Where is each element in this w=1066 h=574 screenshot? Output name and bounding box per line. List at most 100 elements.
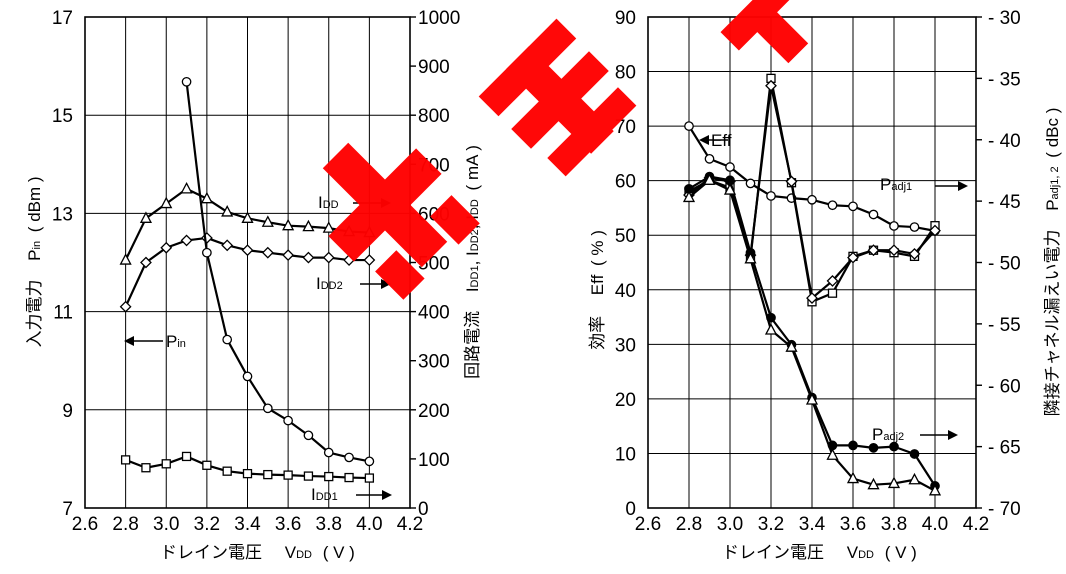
- annotation-padj2: Padj2: [872, 425, 958, 444]
- point-padj2_a: [889, 441, 899, 452]
- y-tick-label: 20: [615, 390, 636, 411]
- point-idd: [160, 196, 173, 209]
- point-idd2: [262, 403, 273, 414]
- point-eff: [889, 221, 899, 231]
- point-idd2: [181, 76, 192, 87]
- point-idd: [282, 218, 295, 231]
- right-y-tick-label: - 50: [988, 254, 1021, 275]
- left-y-axis-title: 入力電力 Pin ( dBm ): [25, 176, 44, 347]
- right-y-tick-label: 200: [418, 401, 450, 422]
- point-idd1: [222, 466, 232, 476]
- point-idd2: [323, 447, 334, 458]
- x-tick-label: 4.0: [922, 514, 948, 535]
- annotation-padj1: Padj1: [880, 175, 968, 194]
- point-eff: [745, 178, 756, 189]
- point-padj1_a: [827, 288, 838, 298]
- point-idd: [241, 211, 254, 223]
- point-idd1: [303, 471, 314, 481]
- point-pin: [200, 232, 213, 244]
- point-idd: [119, 253, 132, 265]
- point-padj2_b: [908, 472, 921, 485]
- point-idd: [302, 219, 315, 232]
- right-y-ticks: 0 10 20 30 40 50 60 70 80 90: [615, 8, 636, 520]
- left-y-ticks: 7 9 11 13 15 17: [52, 8, 73, 520]
- y-tick-label: 17: [52, 8, 73, 29]
- y-tick-label: 50: [615, 226, 636, 247]
- y-tick-label: 30: [615, 335, 636, 356]
- point-padj2_b: [764, 323, 778, 335]
- x-tick-label: 2.6: [635, 514, 661, 535]
- annotation-idd2: IDD2: [316, 274, 391, 293]
- point-padj2_a: [848, 440, 858, 451]
- point-pin: [140, 256, 152, 269]
- x-tick-label: 3.2: [194, 514, 220, 535]
- right-right-ticks: - 70 - 65 - 60 - 55 - 50 - 45 - 40 - 35 - 30: [976, 8, 1021, 520]
- point-pin: [363, 254, 376, 266]
- x-tick-label: 3.0: [717, 514, 743, 535]
- right-right-axis-title: 隣接チャネル漏えい電力 Padj1, 2 ( dBc ): [1043, 108, 1062, 417]
- right-y-tick-label: - 55: [988, 315, 1021, 336]
- annotation-pin: Pin: [124, 332, 186, 351]
- point-padj1_b: [908, 247, 921, 260]
- x-tick-label: 3.2: [758, 514, 784, 535]
- x-tick-label: 4.2: [963, 514, 989, 535]
- point-idd1: [161, 459, 171, 469]
- point-eff: [684, 121, 694, 131]
- point-idd2: [283, 415, 293, 426]
- y-tick-label: 70: [615, 117, 636, 138]
- point-eff: [868, 209, 879, 220]
- right-y-tick-label: - 45: [988, 192, 1021, 213]
- x-tick-label: 2.8: [112, 514, 138, 535]
- y-tick-label: 7: [62, 499, 73, 520]
- left-x-axis-title: ドレイン電圧 VDD ( V ): [160, 543, 355, 562]
- point-idd1: [324, 471, 334, 482]
- right-y-tick-label: 300: [418, 352, 450, 373]
- svg-text:IDD1: IDD1: [311, 485, 338, 504]
- right-y-tick-label: 900: [418, 57, 450, 78]
- point-padj2_a: [868, 443, 879, 453]
- x-tick-label: 2.6: [72, 514, 98, 535]
- right-y-tick-label: 1000: [418, 8, 460, 29]
- point-pin: [282, 249, 295, 262]
- point-idd: [261, 215, 274, 227]
- point-padj1_b: [765, 79, 777, 92]
- svg-text:IDD2: IDD2: [316, 274, 343, 293]
- x-tick-label: 3.8: [881, 514, 907, 535]
- point-idd1: [283, 470, 293, 480]
- y-tick-label: 40: [615, 281, 636, 302]
- point-eff: [725, 162, 735, 172]
- point-padj2_b: [723, 183, 737, 195]
- right-x-ticks: 2.6 2.8 3.0 3.2 3.4 3.6 3.8 4.0 4.2: [635, 514, 989, 535]
- point-padj2_b: [744, 251, 757, 264]
- point-idd1: [120, 455, 131, 465]
- x-tick-label: 3.4: [234, 514, 261, 535]
- point-idd1: [263, 469, 273, 480]
- point-padj2_b: [703, 173, 716, 185]
- point-padj2_b: [826, 448, 839, 460]
- point-padj1_b: [785, 175, 798, 188]
- point-idd: [180, 181, 193, 194]
- annotation-eff: Eff: [699, 131, 732, 150]
- point-padj1_b: [826, 274, 839, 287]
- point-padj2_b: [682, 190, 696, 203]
- x-tick-label: 2.8: [676, 514, 702, 535]
- svg-text:IDD: IDD: [318, 193, 339, 212]
- right-x-axis-title: ドレイン電圧 VDD ( V ): [722, 543, 917, 562]
- x-tick-label: 4.2: [397, 514, 423, 535]
- x-tick-label: 3.6: [840, 514, 866, 535]
- point-eff: [704, 153, 715, 164]
- point-pin: [241, 244, 254, 257]
- watermark: [322, 0, 809, 300]
- point-idd1: [202, 460, 212, 470]
- x-tick-label: 3.8: [316, 514, 342, 535]
- left-grid: [84, 16, 411, 509]
- y-tick-label: 9: [62, 401, 73, 422]
- y-tick-label: 60: [615, 172, 636, 193]
- y-tick-label: 15: [52, 106, 73, 127]
- annotation-idd1: IDD1: [311, 485, 392, 504]
- point-padj2_b: [887, 476, 901, 489]
- point-eff: [807, 194, 817, 205]
- point-eff: [848, 201, 858, 212]
- svg-text:Padj1: Padj1: [880, 175, 912, 194]
